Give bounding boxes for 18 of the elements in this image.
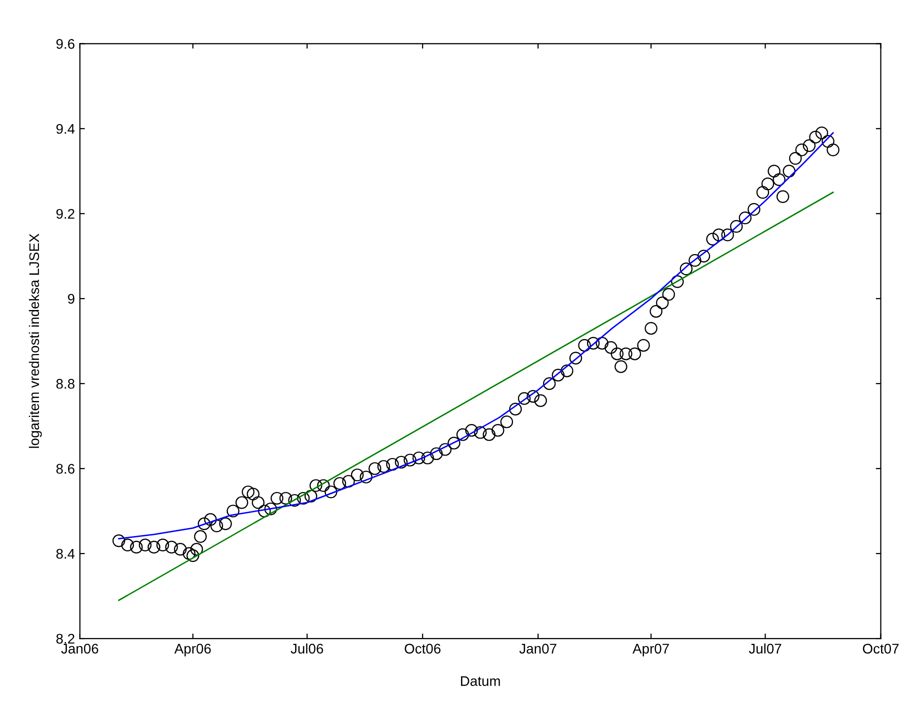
y-tick-label: 8.6: [56, 464, 74, 474]
y-tick-label: 9.2: [56, 208, 74, 219]
x-tick-label: Oct06: [404, 644, 441, 654]
y-tick-label: 8.8: [56, 378, 74, 389]
y-tick-label: 9.4: [56, 124, 75, 134]
x-tick-label: Jul06: [290, 643, 324, 654]
y-tick-label: 9: [68, 294, 74, 304]
x-tick-label: Jul07: [748, 643, 782, 654]
x-tick-label: Jan07: [519, 644, 556, 654]
x-tick-label: Oct07: [862, 644, 899, 654]
y-tick-label: 8.2: [56, 634, 74, 644]
x-tick-label: Apr06: [174, 644, 211, 656]
y-tick-label: 9.6: [56, 38, 74, 49]
x-tick-label: Apr07: [632, 644, 669, 656]
y-axis-title: logaritem vrednosti indeksa LJSEX: [28, 234, 42, 448]
x-axis-title: Datum: [461, 676, 500, 686]
y-tick-label: 8.4: [56, 548, 75, 559]
x-tick-label: Jan06: [61, 644, 98, 654]
